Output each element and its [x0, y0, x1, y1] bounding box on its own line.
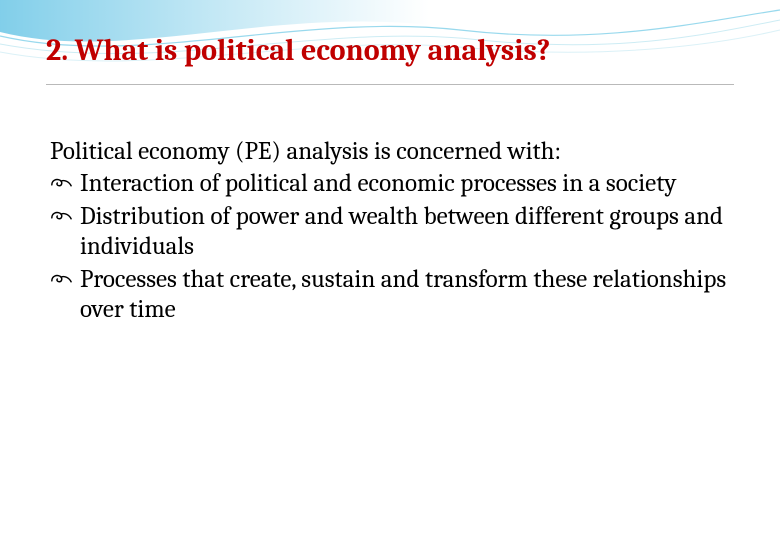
slide-body: Political economy (PE) analysis is conce…: [46, 137, 734, 326]
intro-line: Political economy (PE) analysis is conce…: [50, 137, 734, 168]
swirl-bullet-icon: [50, 176, 72, 190]
bullet-item: Processes that create, sustain and trans…: [50, 265, 734, 326]
bullet-item: Distribution of power and wealth between…: [50, 202, 734, 263]
bullet-item-text: Distribution of power and wealth between…: [80, 202, 723, 262]
slide-container: 2. What is political economy analysis? P…: [0, 0, 780, 540]
bullet-item-text: Processes that create, sustain and trans…: [80, 265, 726, 325]
bullet-item-text: Interaction of political and economic pr…: [80, 169, 676, 198]
slide-title: 2. What is political economy analysis?: [46, 34, 734, 79]
swirl-bullet-icon: [50, 272, 72, 286]
bullet-item: Interaction of political and economic pr…: [50, 169, 734, 200]
swirl-bullet-icon: [50, 209, 72, 223]
bullet-list: Interaction of political and economic pr…: [50, 169, 734, 326]
